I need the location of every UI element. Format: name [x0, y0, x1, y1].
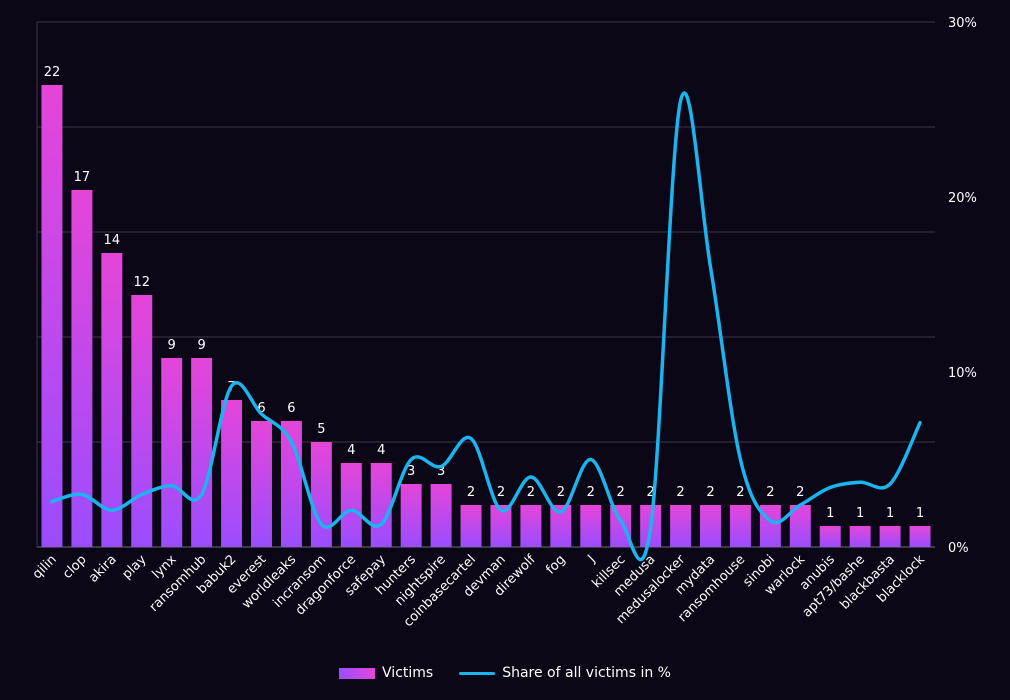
- legend: Victims Share of all victims in %: [0, 665, 1010, 681]
- grid-lines: [36, 21, 935, 548]
- data-label: 2: [587, 485, 595, 500]
- data-label: 2: [736, 485, 744, 500]
- data-label: 2: [617, 485, 625, 500]
- category-label: akira: [86, 552, 120, 586]
- bar: [550, 505, 572, 547]
- bar: [251, 421, 272, 547]
- data-label: 2: [497, 485, 505, 500]
- bar: [670, 505, 692, 547]
- bar: [759, 505, 781, 547]
- legend-item-share[interactable]: Share of all victims in %: [459, 665, 671, 681]
- legend-label-share: Share of all victims in %: [502, 665, 671, 681]
- data-label: 4: [377, 443, 385, 458]
- bar: [191, 358, 213, 547]
- data-label: 6: [257, 401, 265, 416]
- bar: [71, 190, 93, 547]
- data-label: 1: [916, 506, 924, 521]
- bar: [849, 526, 871, 547]
- legend-label-victims: Victims: [382, 665, 434, 681]
- legend-item-victims[interactable]: Victims: [339, 665, 433, 681]
- category-label: clop: [60, 552, 90, 582]
- bar: [879, 526, 901, 547]
- bar: [789, 505, 811, 547]
- data-label: 6: [287, 401, 295, 416]
- bar: [310, 442, 332, 547]
- bar: [101, 253, 123, 547]
- data-label: 9: [168, 338, 176, 353]
- legend-swatch-bar: [339, 667, 376, 679]
- data-label: 2: [676, 485, 684, 500]
- bar: [340, 463, 362, 547]
- data-label: 2: [527, 485, 535, 500]
- category-label: play: [120, 552, 150, 582]
- data-label: 1: [886, 506, 894, 521]
- category-label: fog: [543, 552, 568, 577]
- data-label: 4: [347, 443, 355, 458]
- bar-series-victims: [41, 85, 931, 547]
- bar: [161, 358, 183, 547]
- data-label: 2: [646, 485, 654, 500]
- category-label: J: [585, 552, 599, 566]
- data-label: 2: [557, 485, 565, 500]
- bar: [221, 400, 243, 547]
- data-label: 3: [437, 464, 445, 479]
- legend-swatch-line: [459, 671, 496, 675]
- data-label: 2: [766, 485, 774, 500]
- data-label: 2: [467, 485, 475, 500]
- right-tick-label: 20%: [948, 191, 977, 206]
- data-label: 1: [826, 506, 834, 521]
- bar: [131, 295, 153, 547]
- right-tick-label: 0%: [948, 541, 969, 556]
- bar: [909, 526, 931, 547]
- data-label: 14: [104, 233, 121, 248]
- right-axis-ticks: 0% 10% 20% 30%: [948, 16, 977, 556]
- bar: [430, 484, 452, 547]
- category-label: qilin: [30, 552, 60, 582]
- data-label: 3: [407, 464, 415, 479]
- bar: [700, 505, 721, 547]
- bar: [729, 505, 751, 547]
- bar: [41, 85, 63, 547]
- line-series-share: [50, 91, 922, 562]
- data-label: 22: [44, 65, 61, 80]
- data-label: 12: [133, 275, 150, 290]
- data-label: 5: [317, 422, 325, 437]
- right-tick-label: 10%: [948, 366, 977, 381]
- bar: [400, 484, 422, 547]
- data-label: 2: [796, 485, 804, 500]
- data-label: 2: [706, 485, 714, 500]
- data-label: 9: [197, 338, 205, 353]
- share-line: [50, 91, 922, 562]
- bar: [460, 505, 482, 547]
- right-tick-label: 30%: [948, 16, 977, 31]
- data-label: 1: [856, 506, 864, 521]
- bar: [490, 505, 512, 547]
- bar: [580, 505, 602, 547]
- data-label: 17: [74, 170, 91, 185]
- bar: [819, 526, 841, 547]
- bar: [370, 463, 392, 547]
- bar: [520, 505, 542, 547]
